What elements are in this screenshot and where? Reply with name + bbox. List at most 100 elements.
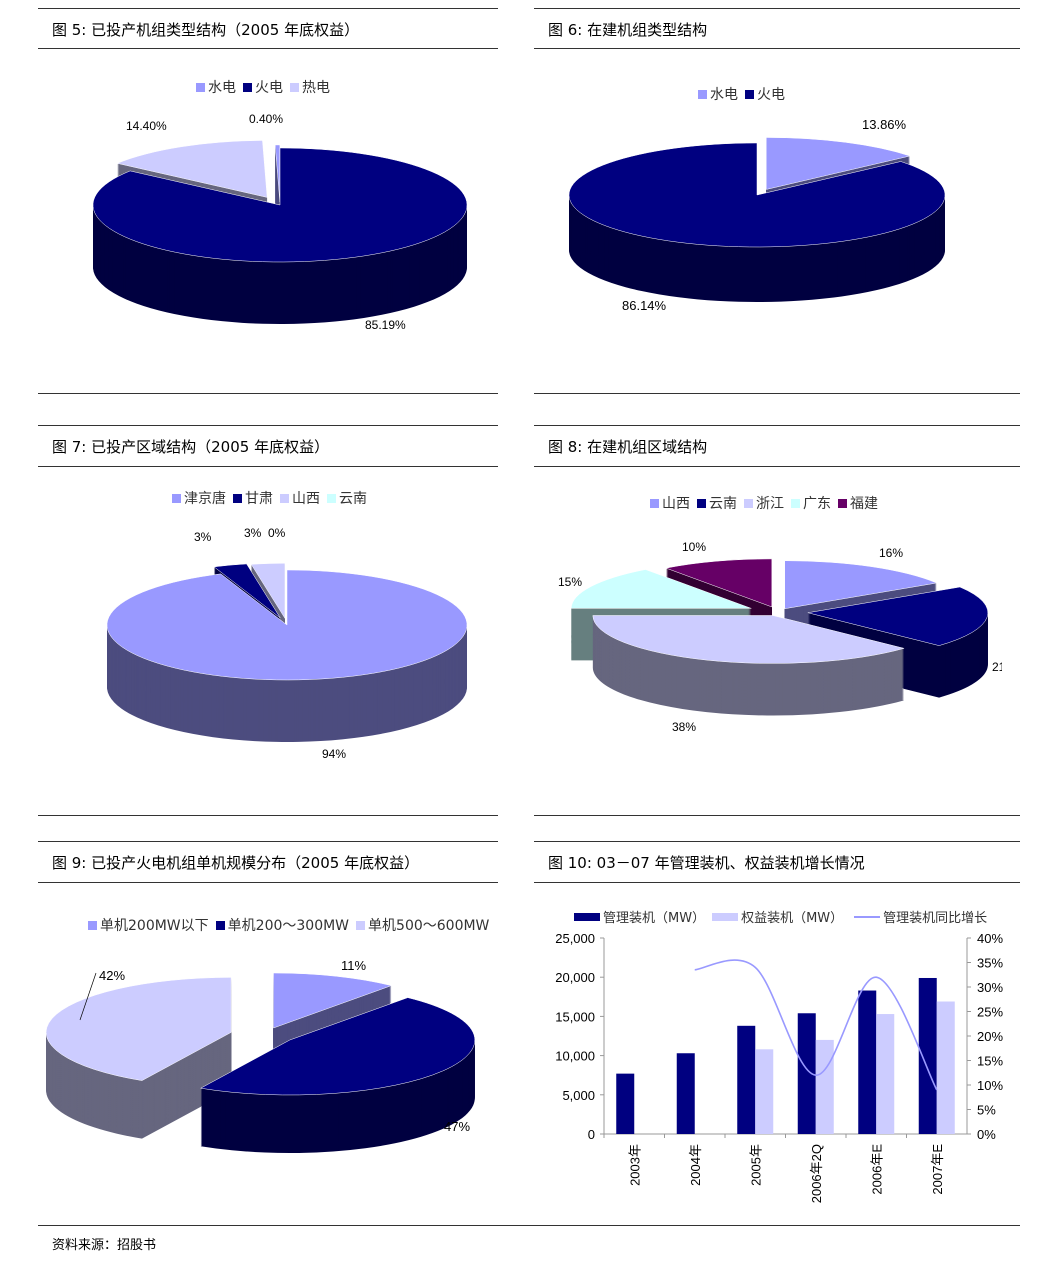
divider-line [38,48,498,49]
x-tick-label: 2005年 [748,1144,763,1186]
data-label: 10% [682,540,706,554]
divider-line [534,425,1020,426]
y2-tick-label: 5% [977,1103,996,1118]
divider-line [534,8,1020,9]
pie-slice-火电 [92,147,468,325]
legend-label: 云南 [709,496,737,512]
data-label: 14.40% [126,119,167,133]
legend-swatch [327,493,336,503]
legend-swatch [290,82,299,92]
legend-swatch [280,493,289,503]
divider-line [38,393,498,394]
growth-line [694,959,938,1091]
figure-title: 图 5: 已投产机组类型结构（2005 年底权益） [52,21,360,39]
chart-legend: 单机200MW以下 单机200～300MW 单机500～600MW [84,915,489,935]
y2-tick-label: 15% [977,1054,1003,1069]
data-label: 3% [244,526,262,540]
fig6-pie: 13.86% 86.14% [568,117,946,313]
chart-legend: 津京唐 甘肃 山西 云南 [168,488,367,508]
x-tick-label: 2004年 [688,1144,703,1186]
pie-slice-单机500～600MW [45,977,232,1139]
x-tick-label: 2006年2Q [809,1144,824,1203]
divider-line [534,882,1020,883]
pie-slice-浙江 [592,615,906,716]
fig5-pie: 0.40% 85.19% 14.40% [92,112,468,332]
chart-legend: 水电 火电 [694,84,785,104]
y-tick-label: 15,000 [555,1009,595,1024]
y2-tick-label: 20% [977,1029,1003,1044]
x-tick-label: 2003年 [627,1144,642,1186]
legend-swatch [88,920,97,930]
legend-label: 单机200～300MW [227,918,350,934]
legend-swatch [712,912,739,921]
y-tick-label: 0 [588,1127,595,1142]
data-label: 86.14% [622,298,667,313]
legend-swatch [838,498,847,508]
legend-label: 甘肃 [245,491,273,507]
fig10-combo-chart: 0 5,000 10,000 15,000 20,000 25,000 0% 5% 10% 15%… [555,931,1003,1203]
divider-line [38,425,498,426]
data-label: 42% [99,968,125,983]
legend-swatch [744,498,753,508]
source-note: 资料来源：招股书 [52,1238,157,1253]
legend-label: 管理装机同比增长 [883,911,988,926]
bar-管理装机（MW） [797,1013,816,1134]
figure-title: 图 8: 在建机组区域结构 [548,438,708,456]
data-label: 94% [322,747,346,761]
divider-line [534,841,1020,842]
divider-line [38,815,498,816]
legend-swatch [243,82,252,92]
legend-swatch [215,920,225,930]
data-label: 0.40% [249,112,283,126]
legend-swatch [356,920,366,930]
legend-label: 山西 [292,491,320,507]
y2-tick-label: 30% [977,980,1003,995]
legend-swatch [574,912,600,921]
bar-管理装机（MW） [737,1025,756,1134]
figure-title: 图 9: 已投产火电机组单机规模分布（2005 年底权益） [52,854,420,872]
data-label: 16% [879,546,903,560]
divider-line [534,815,1020,816]
legend-swatch [745,89,754,99]
legend-label: 水电 [208,80,236,96]
divider-line [38,882,498,883]
legend-label: 福建 [850,496,878,512]
bar-管理装机（MW） [918,977,937,1134]
divider-line [38,1225,1020,1226]
bar-权益装机（MW） [936,1001,955,1134]
legend-label: 单机200MW以下 [100,918,209,934]
y2-tick-label: 40% [977,931,1003,946]
data-label: 13.86% [862,117,907,132]
y-tick-label: 5,000 [562,1088,595,1103]
bar-权益装机（MW） [815,1039,834,1134]
bar-管理装机（MW） [616,1073,635,1134]
x-tick-label: 2007年E [930,1144,945,1195]
pie-slice-火电 [568,142,946,303]
legend-swatch [697,498,706,508]
legend-label: 火电 [757,87,785,103]
divider-line [534,48,1020,49]
legend-label: 山西 [662,496,690,512]
chart-legend: 管理装机（MW） 权益装机（MW） 管理装机同比增长 [570,907,987,926]
figure-title: 图 7: 已投产区域结构（2005 年底权益） [52,438,330,456]
fig9-pie: 11% 47% 42% [45,958,476,1154]
y2-tick-label: 35% [977,956,1003,971]
y2-tick-label: 10% [977,1078,1003,1093]
bar-管理装机（MW） [858,990,877,1134]
data-label: 11% [341,958,366,973]
legend-label: 管理装机（MW） [603,911,706,926]
bar-管理装机（MW） [676,1053,695,1134]
legend-label: 广东 [803,496,831,512]
legend-label: 单机500～600MW [368,918,490,934]
legend-label: 云南 [339,491,367,507]
legend-swatch [233,493,242,503]
data-label: 38% [672,720,696,734]
data-label: 21% [992,660,1016,674]
fig7-pie: 94% 3% 3% 0% [106,526,468,761]
pie-slice-津京唐 [106,569,468,742]
legend-label: 津京唐 [184,491,226,507]
legend-label: 热电 [302,80,330,96]
legend-swatch [196,82,205,92]
